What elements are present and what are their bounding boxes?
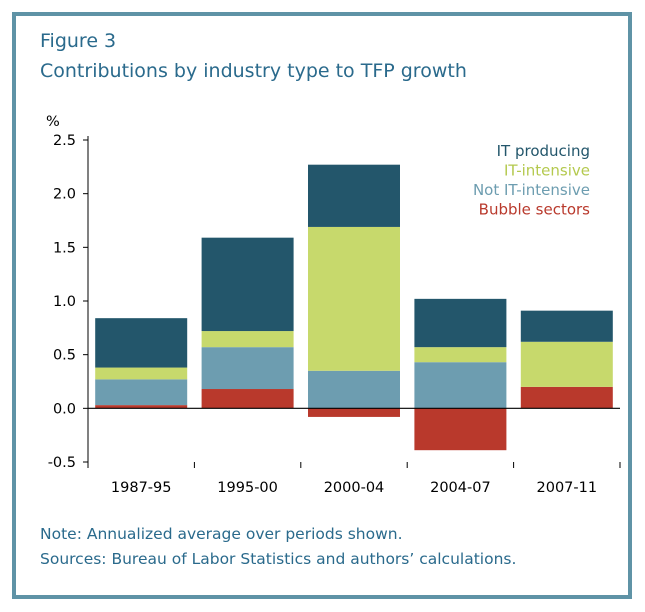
bars-group	[95, 164, 613, 451]
bar-bubble-sectors-1987-95	[95, 405, 188, 409]
figure-frame: Figure 3 Contributions by industry type …	[12, 12, 632, 599]
bar-it-intensive-1995-00	[201, 331, 294, 348]
x-tick-label: 2004-07	[430, 480, 491, 496]
chart-note: Note: Annualized average over periods sh…	[40, 525, 403, 543]
y-tick-label: 0.0	[53, 401, 76, 417]
y-axis-label: %	[46, 114, 60, 130]
bar-it-producing-2004-07	[414, 298, 507, 348]
x-tick-label: 2007-11	[537, 480, 598, 496]
bar-not-it-intensive-1995-00	[201, 347, 294, 390]
y-tick-label: 0.5	[53, 348, 76, 364]
y-tick-label: -0.5	[48, 455, 76, 471]
y-tick-label: 1.0	[53, 294, 76, 310]
axes-group: 1987-95 1995-00 2000-04 2004-07 2007-11 2.5 2.…	[48, 133, 621, 496]
legend-entry-not-it-intensive: Not IT-intensive	[473, 181, 590, 199]
bar-not-it-intensive-2004-07	[414, 362, 507, 409]
x-tick-label: 1987-95	[111, 480, 172, 496]
bar-bubble-sectors-2000-04	[308, 408, 400, 417]
legend-entry-it-producing: IT producing	[497, 142, 590, 160]
chart-title: Contributions by industry type to TFP gr…	[40, 60, 467, 82]
bar-it-intensive-2007-11	[520, 341, 613, 387]
bar-bubble-sectors-2004-07	[414, 408, 507, 451]
chart-sources: Sources: Bureau of Labor Statistics and …	[40, 550, 517, 568]
legend-entry-it-intensive: IT-intensive	[504, 162, 590, 180]
bar-bubble-sectors-2007-11	[520, 386, 613, 409]
bar-it-producing-2000-04	[308, 164, 400, 227]
x-tick-label: 2000-04	[324, 480, 385, 496]
bar-it-intensive-2004-07	[414, 347, 507, 363]
bar-it-intensive-1987-95	[95, 367, 188, 380]
bar-not-it-intensive-2000-04	[308, 370, 400, 409]
y-tick-label: 2.0	[53, 187, 76, 203]
figure-number: Figure 3	[40, 30, 117, 52]
bar-it-producing-2007-11	[520, 310, 613, 342]
bar-it-producing-1987-95	[95, 318, 188, 368]
legend-entry-bubble-sectors: Bubble sectors	[479, 201, 591, 219]
y-tick-label: 1.5	[53, 240, 76, 256]
bar-bubble-sectors-1995-00	[201, 389, 294, 409]
bar-not-it-intensive-1987-95	[95, 379, 188, 406]
x-tick-label: 1995-00	[217, 480, 278, 496]
bar-it-intensive-2000-04	[308, 226, 400, 371]
bar-it-producing-1995-00	[201, 237, 294, 332]
y-tick-label: 2.5	[53, 133, 76, 149]
